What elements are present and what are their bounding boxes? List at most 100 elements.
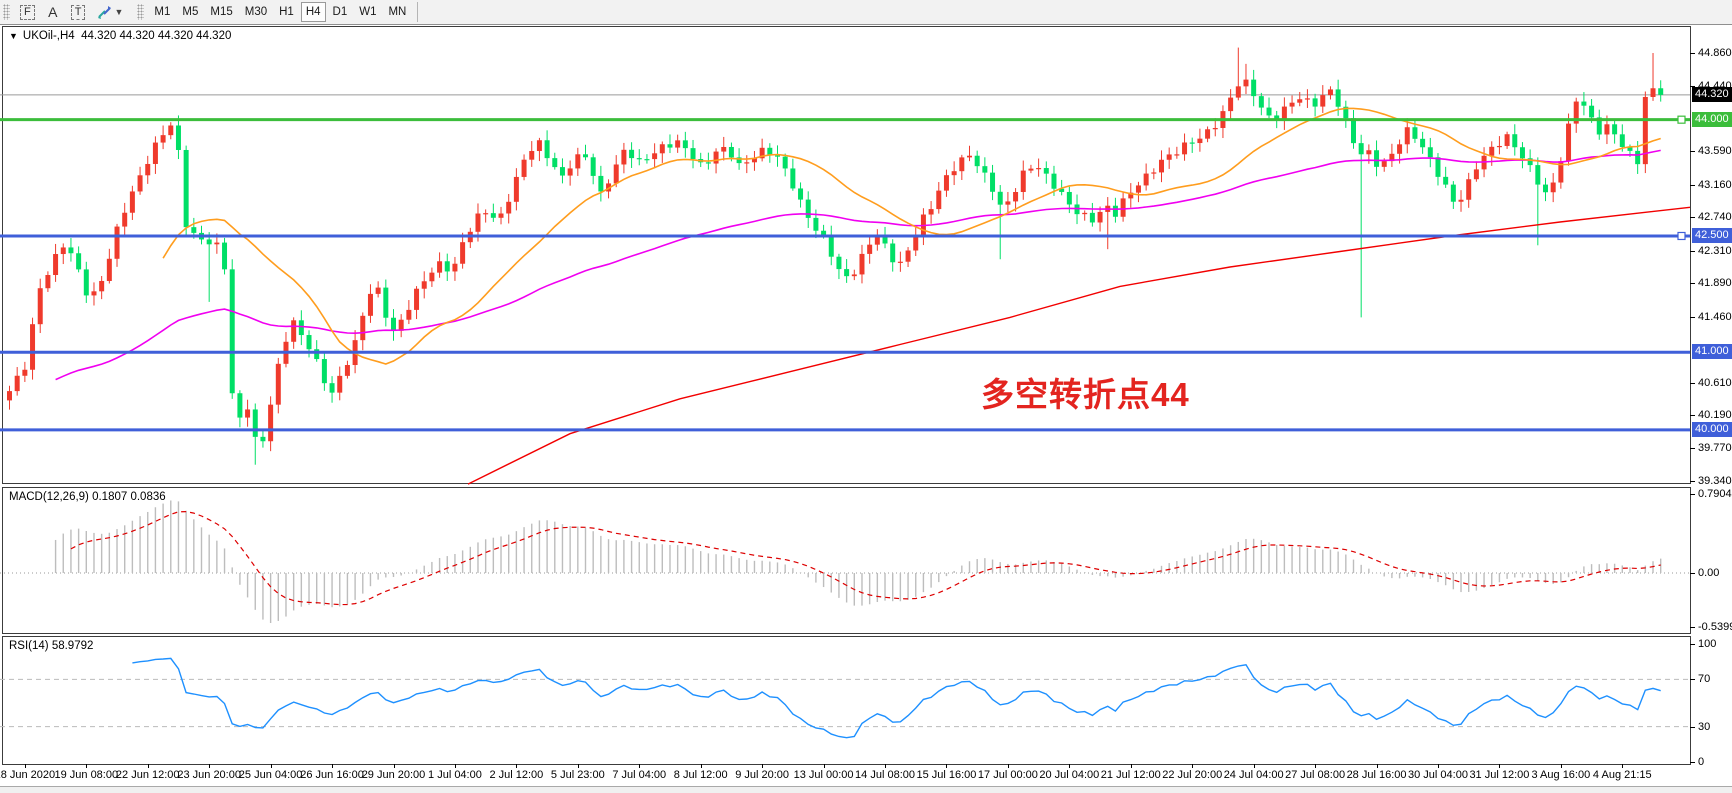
candle-body [859,253,865,275]
candle-body [414,288,420,310]
chart-title[interactable]: ▼ UKOil-,H4 44.320 44.320 44.320 44.320 [9,30,231,42]
timeframe-button-m30[interactable]: M30 [240,2,272,22]
candle-body [1243,79,1249,87]
candle-body [1120,198,1126,217]
candle-body [1566,123,1572,162]
candle-body [1473,169,1479,180]
toolbar-separator [417,2,419,22]
rsi-canvas[interactable] [0,636,1690,765]
candle-body [874,236,880,245]
timeframe-button-h1[interactable]: H1 [274,2,299,22]
time-tick-label: 7 Jul 04:00 [612,769,667,781]
candle-body [1543,184,1548,193]
candle-body [91,291,97,296]
candle-body [775,155,780,157]
chart-text-annotation[interactable]: 多空转折点44 [981,376,1190,413]
candle-body [1558,161,1564,183]
candle-body [790,168,796,189]
candle-body [751,158,757,163]
rsi-tick-mark [1690,644,1695,645]
candle-body [1059,188,1065,192]
candle-body [728,146,734,158]
time-tick-mark [700,764,702,768]
candle-body [30,324,36,370]
macd-indicator-label: MACD(12,26,9) 0.1807 0.0836 [9,491,166,503]
candle-body [183,149,189,228]
timeframe-button-m5[interactable]: M5 [177,2,203,22]
candle-body [1182,142,1188,155]
text-tool-button[interactable]: T [66,2,91,22]
candle-body [7,391,12,401]
price-tick-label: 42.740 [1698,211,1732,224]
fast-ma-line [162,107,1661,365]
candle-body [214,242,220,245]
candle-body [1642,96,1648,165]
price-chart-pane[interactable] [2,26,1691,484]
templates-tool-button[interactable]: F [15,2,40,22]
candle-body [675,140,681,148]
candle-body [1512,134,1518,148]
timeframe-button-mn[interactable]: MN [383,2,411,22]
macd-tick-label: -0.5399 [1698,620,1732,633]
candle-body [1274,115,1280,120]
candle-body [997,191,1003,205]
price-tick-label: 41.460 [1698,310,1732,323]
time-tick-label: 28 Jul 16:00 [1346,769,1407,781]
price-tick-mark [1690,480,1695,482]
timeframe-button-m1[interactable]: M1 [149,2,175,22]
candle-body [490,213,496,218]
time-tick-label: 29 Jun 20:00 [361,769,426,781]
toolbar-grip-2[interactable] [137,4,145,20]
price-level-tag: 41.000 [1692,344,1732,360]
line-drag-handle[interactable] [1677,115,1686,124]
timeframe-label: W1 [359,6,377,18]
candle-body [1151,172,1157,174]
line-drag-handle[interactable] [1677,231,1686,241]
candle-body [690,148,696,159]
candle-body [383,287,389,318]
price-chart-canvas[interactable] [0,26,1691,485]
candle-body [1443,176,1449,185]
candle-body [1604,124,1610,135]
candle-body [1297,99,1303,103]
timeframe-button-h4[interactable]: H4 [300,2,326,22]
candle-body [890,243,896,263]
candle-body [1435,157,1441,177]
candle-body [1128,192,1134,199]
timeframe-button-d1[interactable]: D1 [328,2,353,22]
time-tick-label: 31 Jul 12:00 [1469,769,1530,781]
candle-body [60,247,66,255]
time-tick-label: 30 Jul 04:00 [1408,769,1468,781]
candle-body [421,281,427,289]
timeframe-button-m15[interactable]: M15 [205,2,237,22]
candle-body [222,242,228,270]
candle-body [1166,154,1172,160]
candle-body [1404,127,1410,145]
candle-body [53,254,59,276]
candle-body [897,261,903,263]
time-tick-label: 23 Jun 20:00 [177,769,241,781]
toolbar-grip[interactable] [3,4,10,20]
chart-dropdown-icon[interactable]: ▼ [9,31,18,41]
candle-body [713,151,719,164]
time-tick-mark [1007,764,1009,768]
candle-body [1351,118,1356,144]
timeframe-button-w1[interactable]: W1 [354,2,381,22]
candle-body [321,359,327,384]
candle-body [798,188,804,200]
candle-body [337,375,343,393]
macd-canvas[interactable] [0,487,1690,634]
cursor-tool-button[interactable]: A [42,2,64,22]
time-tick-mark [1130,764,1132,768]
time-tick-label: 26 Jun 16:00 [300,769,364,781]
candle-body [1028,168,1034,171]
macd-pane[interactable] [2,487,1691,634]
price-tick-mark [1690,85,1695,87]
line-studies-button[interactable]: ▼ [92,2,128,22]
candle-body [1135,185,1141,193]
time-tick-mark [946,764,948,768]
time-tick-mark [454,764,456,768]
time-tick-label: 3 Aug 16:00 [1531,769,1591,781]
candle-body [206,239,212,245]
